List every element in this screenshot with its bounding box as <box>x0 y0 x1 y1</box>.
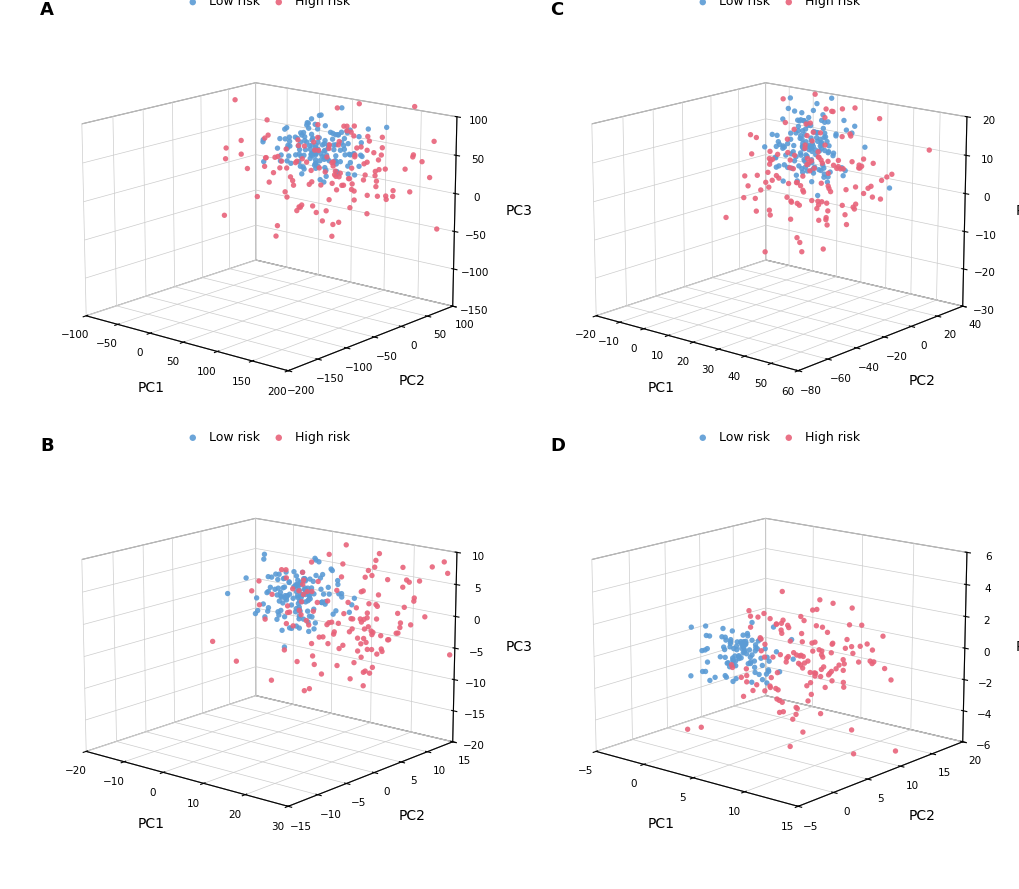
Y-axis label: PC2: PC2 <box>908 374 934 388</box>
X-axis label: PC1: PC1 <box>647 817 674 831</box>
Text: C: C <box>549 2 562 20</box>
Y-axis label: PC2: PC2 <box>398 374 425 388</box>
X-axis label: PC1: PC1 <box>138 381 164 396</box>
X-axis label: PC1: PC1 <box>138 817 164 831</box>
Legend: Low risk, High risk: Low risk, High risk <box>180 431 350 444</box>
X-axis label: PC1: PC1 <box>647 381 674 396</box>
Y-axis label: PC2: PC2 <box>398 810 425 823</box>
Text: A: A <box>40 2 54 20</box>
Y-axis label: PC2: PC2 <box>908 810 934 823</box>
Text: B: B <box>40 437 54 455</box>
Legend: Low risk, High risk: Low risk, High risk <box>690 0 859 8</box>
Legend: Low risk, High risk: Low risk, High risk <box>690 431 859 444</box>
Text: D: D <box>549 437 565 455</box>
Legend: Low risk, High risk: Low risk, High risk <box>180 0 350 8</box>
